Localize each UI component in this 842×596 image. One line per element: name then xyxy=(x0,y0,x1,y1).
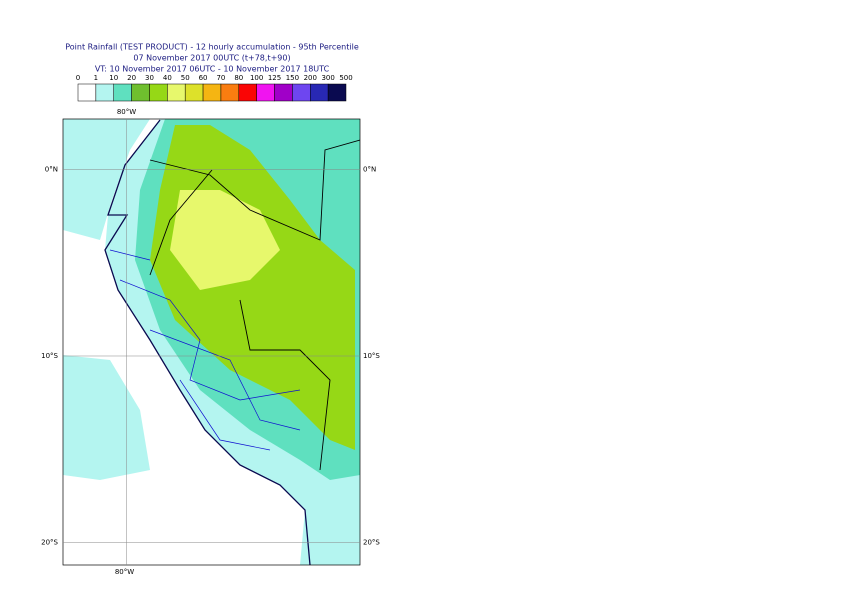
colorbar-label: 1 xyxy=(94,74,98,82)
colorbar-box xyxy=(184,83,204,102)
colorbar-label: 150 xyxy=(286,74,299,82)
colorbar-label: 500 xyxy=(339,74,352,82)
title: Point Rainfall (TEST PRODUCT) - 12 hourl… xyxy=(65,43,359,52)
colorbar-label: 70 xyxy=(216,74,225,82)
colorbar-label: 100 xyxy=(250,74,263,82)
lat-label: 10°S xyxy=(363,352,380,360)
lat-label: 0°N xyxy=(363,165,376,173)
colorbar-label: 40 xyxy=(163,74,172,82)
colorbar-label: 30 xyxy=(145,74,154,82)
lon-label: 80°W xyxy=(117,108,136,116)
colorbar-box xyxy=(95,83,114,102)
colorbar-box xyxy=(149,83,168,102)
colorbar-box xyxy=(131,83,150,102)
lat-label: 20°S xyxy=(41,539,58,547)
colorbar-label: 0 xyxy=(76,74,80,82)
colorbar-label: 125 xyxy=(268,74,281,82)
colorbar-label: 80 xyxy=(234,74,243,82)
colorbar-label: 20 xyxy=(127,74,136,82)
lon-label: 80°W xyxy=(115,568,134,576)
subtitle: 07 November 2017 00UTC (t+78,t+90) xyxy=(133,54,290,63)
lat-label: 20°S xyxy=(363,539,380,547)
colorbar-box xyxy=(77,83,97,102)
colorbar-box xyxy=(220,83,240,102)
map-area xyxy=(63,119,360,565)
colorbar-label: 300 xyxy=(321,74,334,82)
colorbar-label: 10 xyxy=(109,74,118,82)
colorbar-box xyxy=(256,83,275,102)
colorbar-box xyxy=(238,83,257,102)
colorbar-label: 60 xyxy=(199,74,208,82)
lat-label: 0°N xyxy=(45,165,58,173)
colorbar-box xyxy=(113,83,132,102)
colorbar-box xyxy=(202,83,222,102)
lat-label: 10°S xyxy=(41,352,58,360)
colorbar-box xyxy=(274,83,293,102)
map-frame xyxy=(62,118,361,566)
colorbar-box xyxy=(292,83,311,102)
valid-time: VT: 10 November 2017 06UTC - 10 November… xyxy=(95,65,330,74)
colorbar-label: 200 xyxy=(304,74,317,82)
colorbar-box xyxy=(167,83,186,102)
colorbar-box xyxy=(327,83,347,102)
colorbar-box xyxy=(310,83,329,102)
colorbar-label: 50 xyxy=(181,74,190,82)
